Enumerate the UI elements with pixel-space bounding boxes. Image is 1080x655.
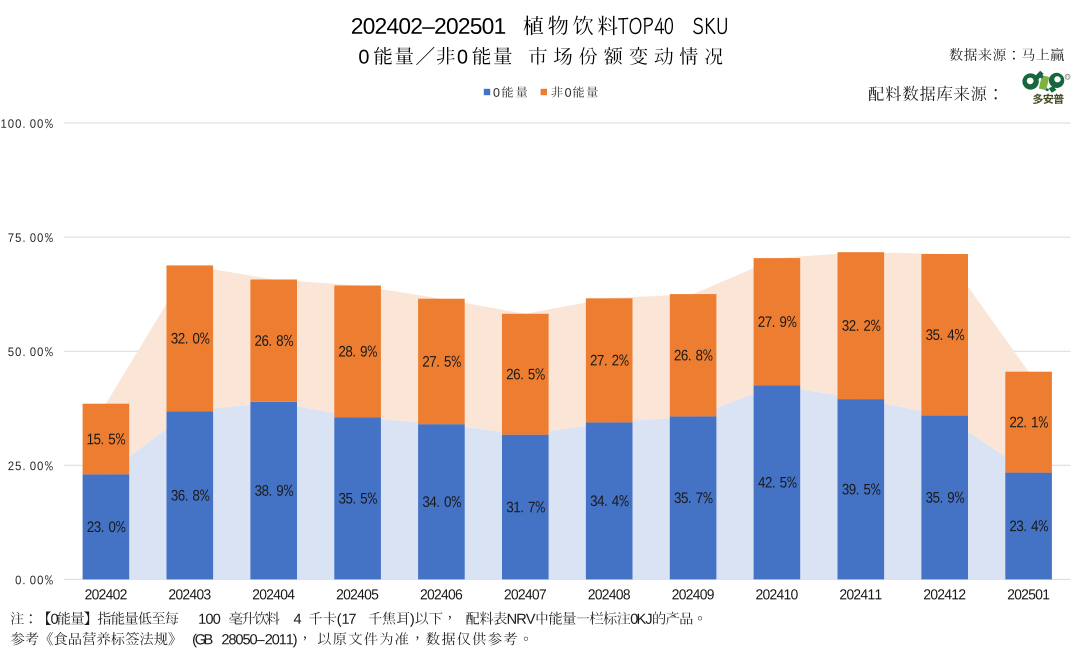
svg-text:R: R <box>1066 74 1069 79</box>
